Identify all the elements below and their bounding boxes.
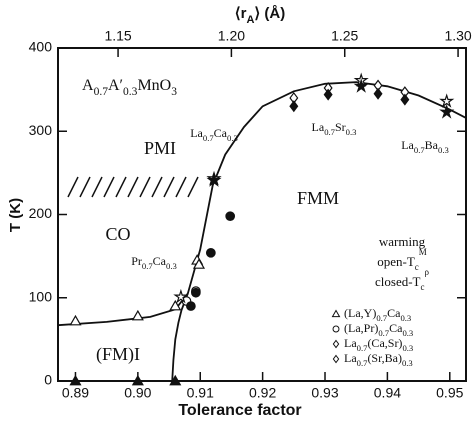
data-point [69,374,82,386]
data-point [373,87,383,100]
legend-header: warming [379,234,426,249]
legend-mode-text: closed-T [375,274,421,289]
data-point [69,314,82,326]
compound-label: La0.7Sr0.3 [312,120,357,137]
legend-mode: open-TcM [377,247,427,272]
x-tick-label: 0.95 [436,385,463,401]
x2-label-sub: A [246,14,254,26]
legend-mode-sub: c [415,262,419,272]
x-tick-label: 0.89 [62,385,89,401]
data-point [186,301,196,311]
y-tick-label: 0 [44,372,52,388]
y-axis-label: T (K) [7,198,24,232]
region-label: PMI [144,138,176,158]
data-point [192,258,206,269]
phase-boundary [57,81,467,327]
data-point [169,299,182,311]
legend-label: La0.7(Ca,Sr)0.3 [344,336,413,353]
legend-mode: closed-Tcρ [375,267,429,292]
x2-tick-label: 1.15 [104,28,131,44]
x2-axis-label: ⟨rA⟩ (Å) [235,5,286,26]
data-point [206,172,222,187]
x2-tick-label: 1.30 [444,28,471,44]
y-tick-label: 400 [29,39,53,55]
y-tick-label: 100 [29,288,53,304]
data-point [131,309,144,321]
legend-label: La0.7(Sr,Ba)0.3 [344,351,413,368]
data-point [400,93,410,106]
legend-marker [332,354,340,364]
legend-label: (La,Pr)0.7Ca0.3 [344,321,413,338]
region-label: (FM)I [96,344,140,365]
compound-label: La0.7Ba0.3 [401,138,449,155]
x-tick-label: 0.94 [374,385,401,401]
data-point [225,211,236,222]
legend-mode-sup: M [419,247,427,257]
composition-label: A0.7A′0.3MnO3 [82,77,177,98]
data-point [439,104,455,119]
y-tick-label: 300 [29,122,53,138]
x-tick-label: 0.90 [124,385,151,401]
data-point [205,247,216,258]
x-tick-label: 0.93 [311,385,338,401]
legend-marker [332,325,340,333]
legend-marker [331,309,341,318]
legend-mode-sup: ρ [424,267,429,277]
data-point [353,78,369,93]
x-tick-label: 0.91 [187,385,214,401]
region-label: CO [105,224,130,244]
x2-tick-label: 1.25 [331,28,358,44]
region-label: FMM [297,188,339,208]
x-axis-label: Tolerance factor [178,402,301,419]
data-point [173,288,189,304]
legend-mode-sub: c [420,282,424,292]
data-point [289,100,299,113]
compound-label: La0.7Ca0.3 [190,126,238,143]
y-tick-label: 200 [29,205,53,221]
x-tick-label: 0.92 [249,385,276,401]
legend-label: (La,Y)0.7Ca0.3 [344,306,411,323]
legend-mode-text: open-T [377,254,415,269]
data-point [323,88,333,101]
data-point [191,287,201,298]
data-point [169,374,182,386]
legend-marker [332,339,340,349]
x2-label-part: ⟩ (Å) [254,5,285,22]
data-point [131,374,144,386]
hatch [67,176,199,198]
x2-tick-label: 1.20 [218,28,245,44]
x2-label-part: ⟨r [235,5,247,22]
compound-label: Pr0.7Ca0.3 [131,254,177,271]
data-point [439,93,455,108]
